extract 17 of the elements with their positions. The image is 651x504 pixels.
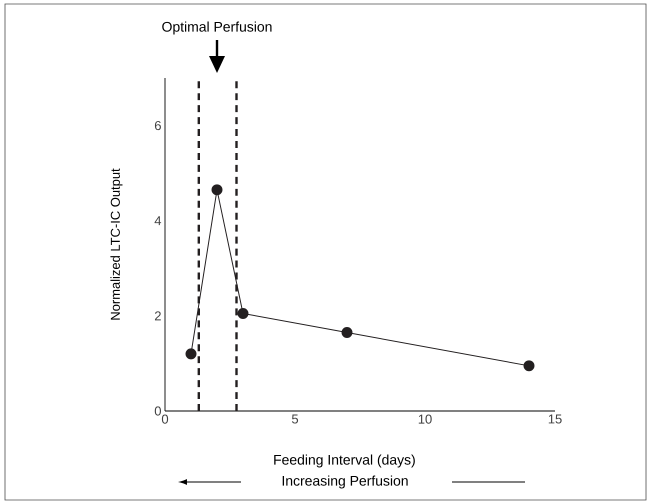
point xyxy=(524,360,534,372)
x-tick-label: 10 xyxy=(418,414,432,424)
x-axis-title: Feeding Interval (days) xyxy=(274,454,415,468)
text: Optimal Perfusion xyxy=(162,21,272,34)
point xyxy=(342,327,352,338)
y-axis-title: Normalized LTC-IC Output xyxy=(110,168,122,320)
y-tick-label: 6 xyxy=(154,120,161,130)
point xyxy=(238,308,248,319)
x-tick-label: 5 xyxy=(292,414,298,424)
x-tick-label: 15 xyxy=(548,414,562,424)
point xyxy=(212,184,222,196)
text: Increasing Perfusion xyxy=(282,475,408,488)
y-tick-label: 2 xyxy=(154,311,161,320)
point xyxy=(186,348,196,360)
x-tick-label: 0 xyxy=(162,414,168,424)
y-tick-label: 4 xyxy=(154,216,162,226)
y-tick-label: 0 xyxy=(154,406,161,416)
